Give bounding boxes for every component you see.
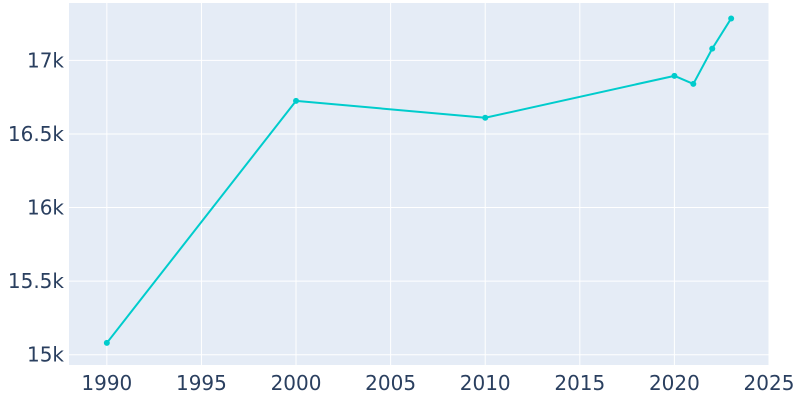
y-tick-label-16000: 16k — [27, 196, 64, 220]
y-tick-label-15500: 15.5k — [8, 269, 65, 293]
x-tick-label-2015: 2015 — [554, 371, 605, 395]
y-gridlines — [69, 59, 769, 356]
x-tick-label-1995: 1995 — [176, 371, 227, 395]
x-gridlines — [106, 3, 770, 365]
data-point-2000[interactable] — [293, 97, 300, 104]
plot-background — [69, 3, 769, 365]
data-point-2010[interactable] — [482, 114, 489, 121]
data-point-1990[interactable] — [103, 339, 110, 346]
data-point-2021[interactable] — [690, 80, 697, 87]
y-tick-label-17000: 17k — [27, 48, 64, 72]
x-axis-tick-labels: 1990 1995 2000 2005 2010 2015 2020 2025 — [81, 371, 794, 395]
x-tick-label-2020: 2020 — [649, 371, 700, 395]
y-axis-tick-labels: 15k 15.5k 16k 16.5k 17k — [8, 48, 65, 366]
series-layer — [103, 15, 735, 346]
data-point-2022[interactable] — [709, 45, 716, 52]
y-tick-label-15000: 15k — [27, 343, 64, 367]
x-tick-label-2025: 2025 — [744, 371, 795, 395]
x-tick-label-2005: 2005 — [365, 371, 416, 395]
x-tick-label-2010: 2010 — [460, 371, 511, 395]
x-tick-label-2000: 2000 — [271, 371, 322, 395]
x-tick-label-1990: 1990 — [81, 371, 132, 395]
data-point-2020[interactable] — [671, 72, 678, 79]
y-tick-label-16500: 16.5k — [8, 122, 65, 146]
data-point-2023[interactable] — [728, 15, 735, 22]
